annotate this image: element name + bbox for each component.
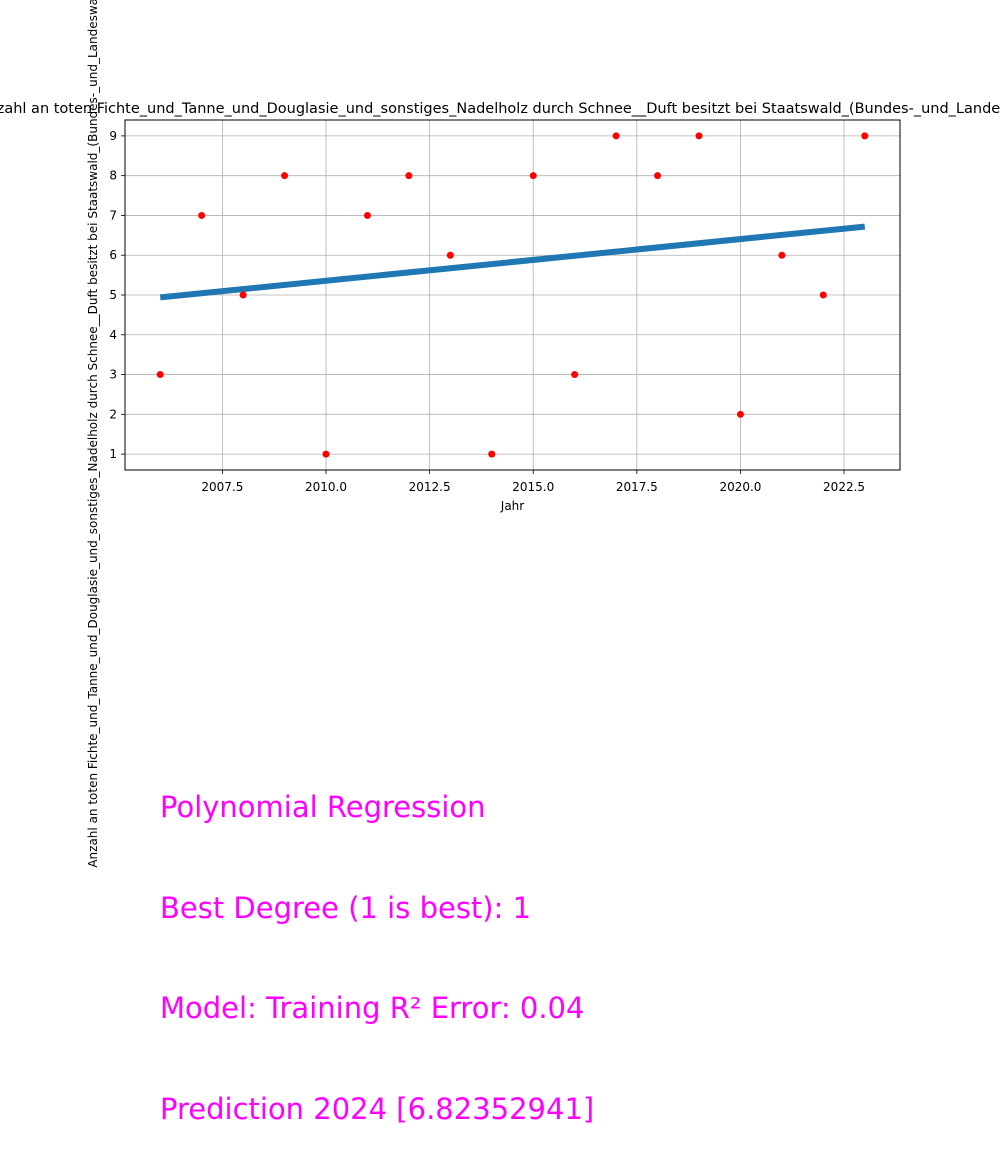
data-point	[612, 132, 620, 140]
x-tick-label: 2012.5	[409, 480, 451, 494]
data-point	[529, 172, 537, 180]
regression-annotation: Polynomial Regression Best Degree (1 is …	[160, 724, 594, 1160]
data-point	[819, 291, 827, 299]
y-tick-label: 8	[109, 169, 117, 183]
axis-ticks: 2007.5 2010.0 2012.5 2015.0 2017.5 2020.0 2022…	[109, 129, 865, 494]
grid	[125, 120, 900, 470]
y-tick-label: 7	[109, 208, 117, 222]
x-tick-label: 2015.0	[512, 480, 554, 494]
data-point	[736, 410, 744, 418]
data-point	[322, 450, 330, 458]
data-point	[239, 291, 247, 299]
data-points	[156, 132, 869, 458]
chart-title: Anzahl an toten Fichte_und_Tanne_und_Dou…	[0, 101, 1000, 117]
y-tick-label: 1	[109, 447, 117, 461]
x-tick-label: 2022.5	[823, 480, 865, 494]
x-tick-label: 2020.0	[719, 480, 761, 494]
data-point	[405, 172, 413, 180]
regression-line-layer	[159, 223, 866, 301]
annotation-line-4: Prediction 2024 [6.82352941]	[160, 1091, 595, 1126]
x-tick-label: 2007.5	[201, 480, 243, 494]
data-point	[571, 371, 579, 379]
y-tick-label: 6	[109, 248, 117, 262]
data-point	[363, 211, 371, 219]
data-point	[198, 211, 206, 219]
data-point	[488, 450, 496, 458]
y-tick-label: 4	[109, 328, 117, 342]
x-tick-label: 2017.5	[616, 480, 658, 494]
y-tick-label: 5	[109, 288, 117, 302]
data-point	[654, 172, 662, 180]
y-tick-label: 9	[109, 129, 117, 143]
data-point	[695, 132, 703, 140]
data-point	[778, 251, 786, 259]
y-tick-label: 2	[109, 407, 117, 421]
data-point	[861, 132, 869, 140]
y-axis-label: Anzahl an toten Fichte_und_Tanne_und_Dou…	[86, 0, 100, 868]
regression-line	[159, 223, 866, 301]
x-axis-label: Jahr	[500, 499, 524, 513]
data-point	[156, 371, 164, 379]
annotation-line-2: Best Degree (1 is best): 1	[160, 890, 532, 925]
data-point	[446, 251, 454, 259]
annotation-line-1: Polynomial Regression	[160, 790, 486, 824]
data-point	[281, 172, 289, 180]
annotation-line-3: Model: Training R² Error: 0.04	[160, 991, 585, 1025]
y-tick-label: 3	[109, 368, 117, 382]
x-tick-label: 2010.0	[305, 480, 347, 494]
chart: 2007.5 2010.0 2012.5 2015.0 2017.5 2020.0 2022…	[0, 0, 1000, 868]
